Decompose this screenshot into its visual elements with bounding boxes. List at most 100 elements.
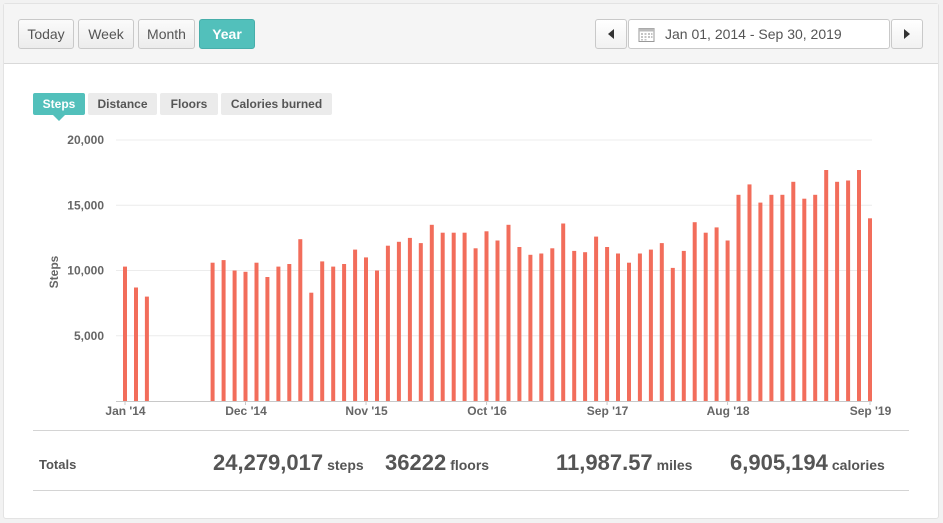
steps-bar[interactable] <box>429 224 434 401</box>
steps-bar[interactable] <box>725 240 730 402</box>
total-miles-unit: miles <box>656 457 693 473</box>
steps-bar[interactable] <box>736 194 741 401</box>
steps-bar[interactable] <box>265 277 270 401</box>
activity-panel: Today Week Month Year Jan 01, 2014 - Sep… <box>3 3 939 519</box>
steps-bar[interactable] <box>692 222 697 401</box>
steps-bar[interactable] <box>802 198 807 401</box>
steps-bar[interactable] <box>506 224 511 401</box>
steps-bar[interactable] <box>495 240 500 402</box>
steps-bar[interactable] <box>791 181 796 401</box>
steps-bar[interactable] <box>418 243 423 401</box>
steps-bar[interactable] <box>747 184 752 401</box>
total-calories-value: 6,905,194 <box>730 450 828 475</box>
steps-bar[interactable] <box>123 266 127 401</box>
steps-bar[interactable] <box>769 194 774 401</box>
steps-bar[interactable] <box>331 266 336 401</box>
steps-bar[interactable] <box>276 266 281 401</box>
steps-bar[interactable] <box>648 249 653 401</box>
steps-bar[interactable] <box>539 253 544 402</box>
steps-bar[interactable] <box>835 181 840 401</box>
totals-bar: Totals 24,279,017 steps 36222 floors 11,98… <box>33 430 909 491</box>
steps-bar[interactable] <box>813 194 818 401</box>
steps-bar[interactable] <box>451 232 456 401</box>
total-miles-value: 11,987.57 <box>556 450 653 475</box>
steps-bar[interactable] <box>440 232 445 401</box>
x-tick-label: Sep '19 <box>850 404 892 418</box>
range-button-week[interactable]: Week <box>78 19 134 49</box>
steps-bar[interactable] <box>627 262 631 401</box>
next-range-button[interactable] <box>891 19 923 49</box>
steps-bar[interactable] <box>243 271 248 401</box>
steps-bar[interactable] <box>780 194 785 401</box>
steps-bar[interactable] <box>210 262 215 401</box>
x-tick-label: Aug '18 <box>707 404 750 418</box>
total-calories-unit: calories <box>831 457 885 473</box>
steps-bar[interactable] <box>134 287 138 402</box>
steps-bar[interactable] <box>364 257 368 401</box>
steps-bar[interactable] <box>353 249 358 401</box>
steps-bar[interactable] <box>342 264 347 401</box>
steps-bar[interactable] <box>221 260 226 401</box>
steps-bar[interactable] <box>320 261 325 401</box>
caret-right-icon <box>904 29 910 39</box>
tab-distance[interactable]: Distance <box>88 93 157 115</box>
steps-bar[interactable] <box>232 270 237 402</box>
steps-bar[interactable] <box>484 231 489 401</box>
steps-bar[interactable] <box>824 170 829 401</box>
steps-bar[interactable] <box>681 250 686 401</box>
steps-bar[interactable] <box>528 254 533 401</box>
steps-bar[interactable] <box>846 180 851 402</box>
date-range-field[interactable]: Jan 01, 2014 - Sep 30, 2019 <box>628 19 890 49</box>
steps-bar[interactable] <box>385 245 390 401</box>
x-tick-label: Nov '15 <box>345 404 388 418</box>
steps-bar[interactable] <box>309 292 314 401</box>
steps-bar[interactable] <box>616 253 620 402</box>
steps-bar[interactable] <box>298 239 303 401</box>
steps-bar[interactable] <box>572 250 577 401</box>
steps-bar[interactable] <box>254 262 259 401</box>
y-tick-label: 5,000 <box>74 329 104 343</box>
steps-bar[interactable] <box>714 227 719 401</box>
calendar-icon <box>638 27 655 42</box>
previous-range-button[interactable] <box>595 19 627 49</box>
tab-floors[interactable]: Floors <box>160 93 218 115</box>
steps-bar[interactable] <box>594 236 599 401</box>
x-axis-tick-labels: Jan '14 Dec '14 Nov '15 Oct '16 Sep '17 Aug '… <box>105 401 892 418</box>
steps-bar[interactable] <box>583 252 588 401</box>
steps-bar[interactable] <box>144 296 149 401</box>
steps-bar[interactable] <box>287 264 292 401</box>
steps-bar[interactable] <box>670 267 675 401</box>
steps-chart: 5,000 10,000 15,000 20,000 Jan '14 Dec '14 No… <box>47 133 892 418</box>
steps-bar[interactable] <box>462 232 467 401</box>
steps-bar[interactable] <box>758 202 763 401</box>
range-button-year[interactable]: Year <box>199 19 255 49</box>
steps-bar[interactable] <box>703 232 708 401</box>
steps-bar[interactable] <box>473 248 478 401</box>
steps-bar[interactable] <box>659 243 664 401</box>
total-calories: 6,905,194 calories <box>730 450 885 476</box>
total-floors-unit: floors <box>450 457 490 473</box>
chart-bars <box>123 170 872 401</box>
steps-bar[interactable] <box>637 253 642 402</box>
steps-bar[interactable] <box>868 218 872 401</box>
steps-bar[interactable] <box>561 223 566 402</box>
tab-calories-burned[interactable]: Calories burned <box>221 93 332 115</box>
steps-bar[interactable] <box>550 248 555 401</box>
steps-bar[interactable] <box>375 270 379 402</box>
steps-bar[interactable] <box>396 241 401 401</box>
total-steps-value: 24,279,017 <box>213 450 324 475</box>
y-tick-label: 20,000 <box>67 133 104 147</box>
steps-bar[interactable] <box>517 247 522 401</box>
total-steps: 24,279,017 steps <box>213 450 364 476</box>
steps-bar[interactable] <box>407 237 412 401</box>
tab-steps[interactable]: Steps <box>33 93 85 121</box>
range-button-today[interactable]: Today <box>18 19 74 49</box>
steps-bar[interactable] <box>857 170 861 401</box>
total-steps-unit: steps <box>327 457 364 473</box>
range-button-month[interactable]: Month <box>138 19 195 49</box>
x-tick-label: Dec '14 <box>225 404 267 418</box>
date-range-text: Jan 01, 2014 - Sep 30, 2019 <box>665 26 842 42</box>
steps-bar[interactable] <box>605 247 610 401</box>
total-miles: 11,987.57 miles <box>556 450 692 476</box>
y-tick-label: 10,000 <box>67 264 104 278</box>
